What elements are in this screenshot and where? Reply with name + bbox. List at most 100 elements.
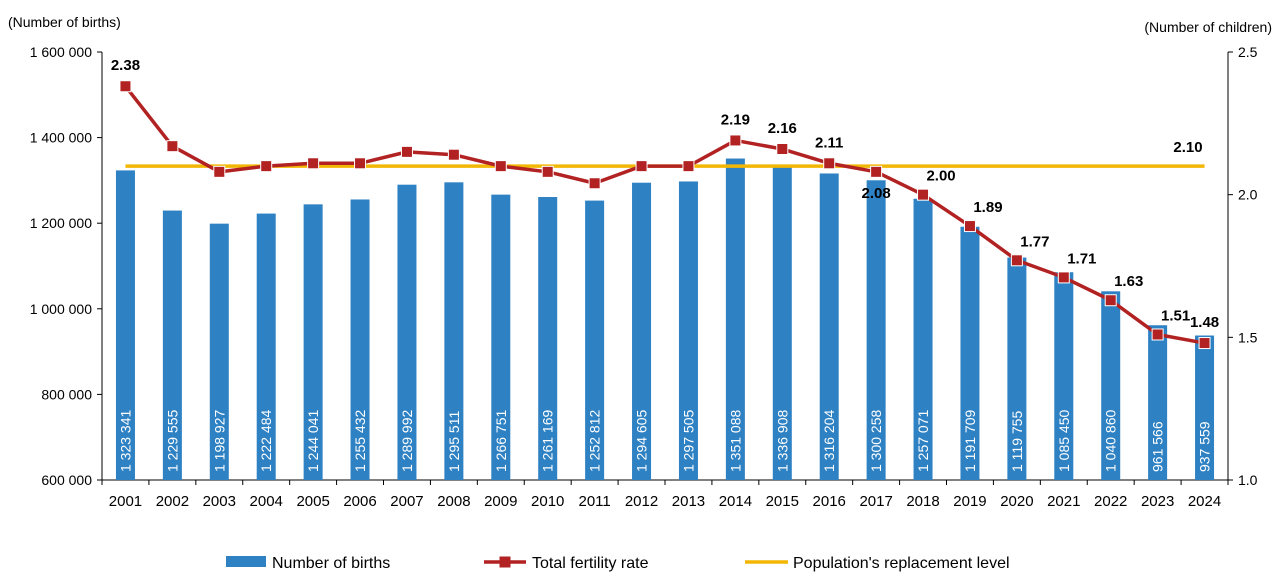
bar-value-label: 1 316 204 xyxy=(821,410,837,472)
fertility-rate-marker xyxy=(307,157,320,170)
bar xyxy=(538,197,558,481)
fertility-rate-marker xyxy=(1104,294,1117,307)
bar xyxy=(678,181,698,480)
right-tick-label: 1.5 xyxy=(1238,329,1258,345)
left-tick-label: 1 200 000 xyxy=(30,215,92,231)
x-tick-label: 2024 xyxy=(1188,493,1221,510)
bar-value-label: 1 191 709 xyxy=(962,410,978,472)
bar-value-label: 1 323 341 xyxy=(117,410,133,472)
x-tick-label: 2014 xyxy=(719,493,752,510)
bar xyxy=(491,194,511,481)
fertility-rate-marker xyxy=(354,157,367,170)
bar xyxy=(866,180,886,480)
bar xyxy=(913,198,933,480)
fertility-rate-marker xyxy=(776,143,789,156)
fertility-rate-label: 1.71 xyxy=(1067,250,1096,267)
fertility-rate-marker xyxy=(1198,337,1211,350)
fertility-rate-label: 1.63 xyxy=(1114,273,1143,290)
bar xyxy=(772,164,792,480)
bar xyxy=(632,182,652,481)
x-tick-label: 2005 xyxy=(296,493,329,510)
bar-value-label: 1 351 088 xyxy=(727,410,743,472)
fertility-rate-label: 2.38 xyxy=(111,57,140,74)
left-tick-label: 1 600 000 xyxy=(30,44,92,60)
right-tick-label: 2.5 xyxy=(1238,44,1258,60)
fertility-rate-marker xyxy=(682,160,695,173)
bar-value-label: 1 295 511 xyxy=(446,411,462,472)
left-axis-title: (Number of births) xyxy=(8,14,121,30)
fertility-rate-label: 1.89 xyxy=(973,199,1002,216)
bar-value-label: 1 297 505 xyxy=(680,410,696,472)
bar-value-label: 1 289 992 xyxy=(399,410,415,472)
right-tick-label: 1.0 xyxy=(1238,472,1258,488)
fertility-rate-marker xyxy=(1057,271,1070,284)
x-tick-label: 2020 xyxy=(1000,493,1033,510)
bar-value-label: 1 336 908 xyxy=(774,410,790,472)
fertility-rate-marker xyxy=(119,80,132,93)
legend-births-swatch xyxy=(226,556,266,567)
bar-value-label: 1 261 169 xyxy=(540,410,556,472)
fertility-rate-marker xyxy=(1151,328,1164,341)
bar-value-label: 1 244 041 xyxy=(305,410,321,472)
fertility-rate-marker xyxy=(588,177,601,190)
fertility-rate-label: 2.16 xyxy=(768,120,797,137)
fertility-rate-marker xyxy=(917,188,930,201)
fertility-rate-label: 2.00 xyxy=(926,168,955,185)
fertility-rate-marker xyxy=(494,160,507,173)
bar xyxy=(115,170,135,481)
legend-births-label: Number of births xyxy=(272,555,390,572)
fertility-rate-label: 2.19 xyxy=(721,111,750,128)
bar xyxy=(162,210,182,480)
x-tick-label: 2016 xyxy=(813,493,846,510)
bar xyxy=(1101,291,1121,480)
x-tick-label: 2010 xyxy=(531,493,564,510)
legend-replacement-label: Population's replacement level xyxy=(793,555,1010,572)
fertility-rate-label: 1.51 xyxy=(1161,307,1190,324)
x-tick-label: 2006 xyxy=(343,493,376,510)
fertility-rate-marker xyxy=(400,145,413,158)
bar xyxy=(303,204,323,480)
fertility-rate-label: 1.77 xyxy=(1020,233,1049,250)
bar xyxy=(960,226,980,480)
bar-value-label: 1 085 450 xyxy=(1056,410,1072,472)
fertility-rate-marker xyxy=(213,165,226,178)
bar xyxy=(209,223,229,480)
bar-value-label: 961 566 xyxy=(1150,421,1166,472)
x-tick-label: 2002 xyxy=(156,493,189,510)
bar-value-label: 937 559 xyxy=(1197,421,1213,472)
left-tick-label: 1 000 000 xyxy=(30,301,92,317)
left-tick-label: 1 400 000 xyxy=(30,130,92,146)
bar-value-label: 1 257 071 xyxy=(915,410,931,472)
bar-value-label: 1 266 751 xyxy=(493,410,509,472)
bar xyxy=(585,200,605,480)
bar-value-label: 1 198 927 xyxy=(211,410,227,472)
x-tick-label: 2009 xyxy=(484,493,517,510)
x-tick-label: 2012 xyxy=(625,493,658,510)
bar xyxy=(725,158,745,480)
x-tick-label: 2008 xyxy=(437,493,470,510)
bar xyxy=(1195,335,1215,480)
fertility-rate-label: 1.48 xyxy=(1190,314,1219,331)
x-tick-label: 2003 xyxy=(203,493,236,510)
replacement-level-label: 2.10 xyxy=(1173,139,1202,156)
bar xyxy=(350,199,370,480)
x-tick-label: 2015 xyxy=(766,493,799,510)
bar-value-label: 1 255 432 xyxy=(352,410,368,472)
fertility-rate-marker xyxy=(260,160,273,173)
legend-fertility-swatch-marker xyxy=(499,556,511,568)
bar-value-label: 1 294 605 xyxy=(634,410,650,472)
bar-value-label: 1 252 812 xyxy=(587,410,603,472)
x-tick-label: 2022 xyxy=(1094,493,1127,510)
left-tick-label: 600 000 xyxy=(41,472,92,488)
legend-fertility-label: Total fertility rate xyxy=(532,555,649,572)
bar xyxy=(1007,257,1027,480)
x-tick-label: 2001 xyxy=(109,493,142,510)
fertility-rate-label: 2.11 xyxy=(815,134,843,151)
bar xyxy=(1148,325,1168,480)
fertility-rate-marker xyxy=(823,157,836,170)
bar-value-label: 1 040 860 xyxy=(1103,410,1119,472)
fertility-rate-line xyxy=(124,85,1205,345)
x-tick-label: 2013 xyxy=(672,493,705,510)
bar xyxy=(1054,272,1074,480)
